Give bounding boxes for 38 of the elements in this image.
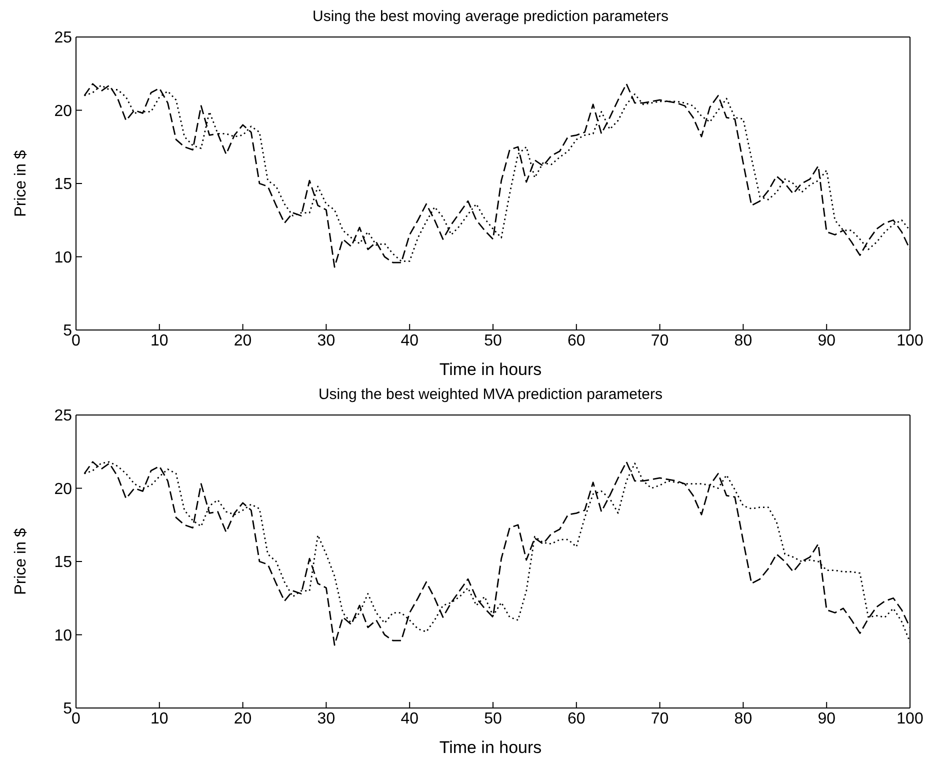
x-tick-label: 20 xyxy=(234,332,252,350)
x-tick-label: 90 xyxy=(818,710,836,728)
x-tick-label: 70 xyxy=(650,332,669,350)
x-tick-label: 0 xyxy=(72,710,81,728)
y-tick-label: 20 xyxy=(54,480,72,498)
x-tick-label: 70 xyxy=(650,710,669,728)
x-tick-label: 100 xyxy=(896,332,924,350)
y-tick-label: 25 xyxy=(54,408,72,425)
chart-title: Using the best moving average prediction parameters xyxy=(311,8,670,27)
x-tick-label: 10 xyxy=(150,710,168,728)
x-tick-label: 50 xyxy=(484,332,502,350)
x-tick-label: 40 xyxy=(400,332,419,350)
x-tick-label: 80 xyxy=(734,332,752,350)
x-tick-label: 30 xyxy=(317,710,336,728)
x-tick-label: 90 xyxy=(818,332,836,350)
y-axis-title: Price in $ xyxy=(12,150,30,217)
x-tick-label: 30 xyxy=(317,332,336,350)
chart-title: Using the best weighted MVA prediction parameters xyxy=(317,386,664,405)
y-tick-label: 10 xyxy=(54,249,72,266)
y-axis-title: Price in $ xyxy=(12,528,30,595)
y-tick-label: 15 xyxy=(54,554,72,572)
x-tick-label: 20 xyxy=(234,710,252,728)
y-tick-label: 25 xyxy=(54,30,72,47)
x-tick-label: 100 xyxy=(896,710,924,728)
x-tick-label: 0 xyxy=(72,332,81,350)
y-tick-label: 10 xyxy=(54,627,72,644)
x-tick-label: 80 xyxy=(734,710,752,728)
x-tick-label: 50 xyxy=(484,710,502,728)
x-axis-title: Time in hours xyxy=(438,360,543,380)
x-tick-label: 60 xyxy=(568,332,586,350)
y-tick-label: 5 xyxy=(63,322,72,340)
y-tick-label: 20 xyxy=(54,102,72,120)
y-tick-label: 5 xyxy=(63,700,72,718)
x-axis-title: Time in hours xyxy=(438,738,543,758)
x-tick-label: 10 xyxy=(150,332,168,350)
x-tick-label: 40 xyxy=(400,710,419,728)
x-tick-label: 60 xyxy=(568,710,586,728)
y-tick-label: 15 xyxy=(54,176,72,194)
